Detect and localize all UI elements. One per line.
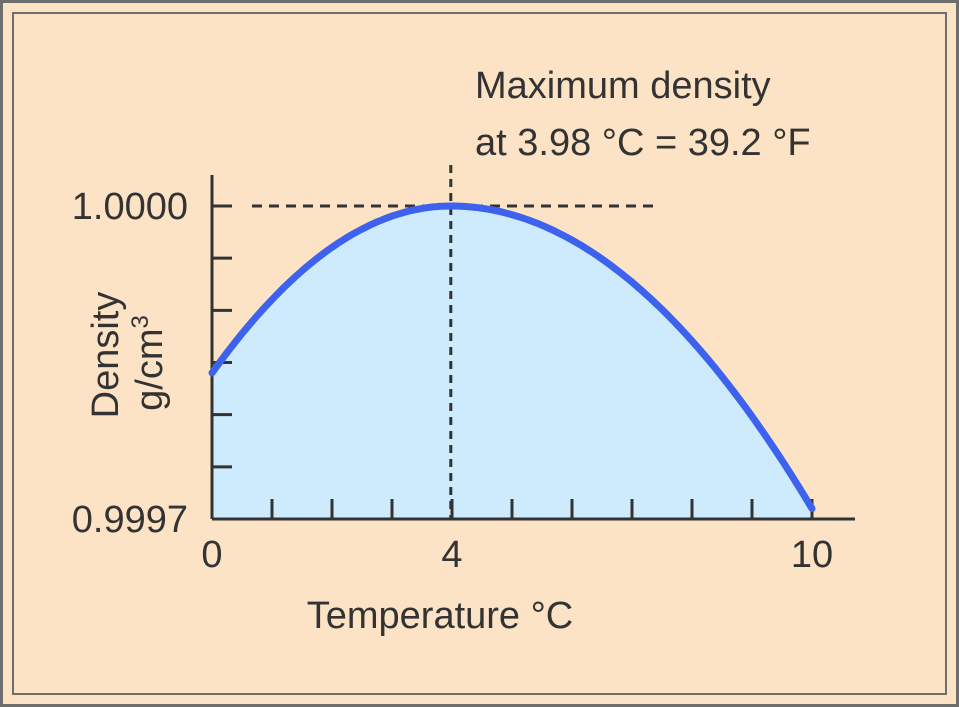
x-axis-label: Temperature °C — [307, 595, 574, 637]
x-tick-label: 0 — [201, 534, 222, 576]
plot-layer: 0.9997 1.0000 0 4 10 — [72, 165, 855, 576]
y-axis-label-line-1: Density — [85, 292, 127, 419]
x-tick-label: 4 — [441, 534, 462, 576]
y-axis-label: Density g/cm3 — [85, 292, 171, 419]
y-axis-label-line-2: g/cm3 — [127, 315, 171, 411]
density-curve — [208, 202, 816, 513]
y-tick-label: 1.0000 — [72, 186, 188, 228]
figure-inner-border — [12, 12, 947, 695]
y-axis-unit-superscript: 3 — [127, 315, 154, 328]
annotation-line-1: Maximum density — [475, 65, 771, 107]
x-tick-label: 10 — [791, 534, 833, 576]
area-fill — [212, 206, 812, 519]
y-axis-unit: g/cm — [129, 329, 171, 411]
y-tick-label: 0.9997 — [72, 499, 188, 541]
annotation-line-2: at 3.98 °C = 39.2 °F — [475, 122, 811, 164]
